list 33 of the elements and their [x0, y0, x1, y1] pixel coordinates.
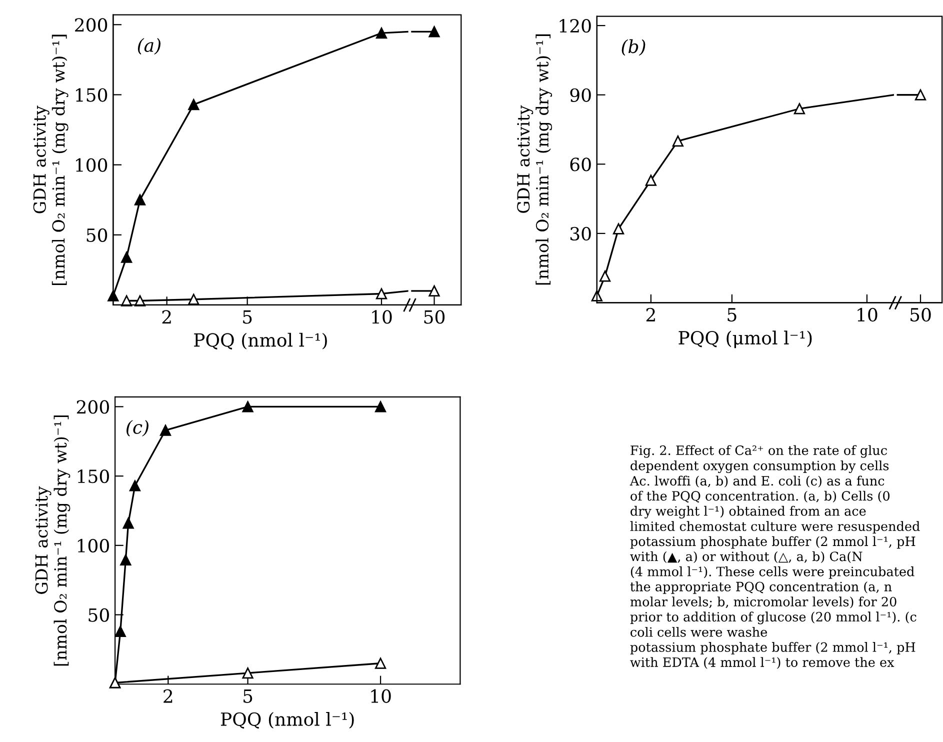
y-tick-label: 50: [86, 228, 108, 242]
x-tick-label: 50: [424, 310, 445, 324]
y-tick-label: 200: [75, 18, 108, 32]
y-tick-label: 60: [570, 158, 591, 172]
annotation: (b): [622, 39, 646, 56]
y-axis-title: GDH activity [nmol O₂ min⁻¹ (mg dry wt)⁻¹]: [33, 34, 68, 285]
x-tick-label: 10: [371, 689, 391, 703]
y-tick-label: 150: [78, 470, 109, 484]
y-tick-label: 100: [76, 158, 108, 172]
y-axis-title: GDH activity [nmol O₂ min⁻¹ (mg dry wt)⁻¹]: [517, 34, 552, 285]
y-axis-title: GDH activity [nmol O₂ min⁻¹ (mg dry wt)⁻¹]: [35, 415, 70, 666]
y-tick-label: 50: [88, 608, 109, 622]
x-tick-label: 5: [728, 308, 736, 322]
y-tick-label: 150: [76, 88, 108, 102]
y-tick-label: 90: [570, 88, 591, 102]
x-tick-label: 2: [164, 689, 172, 703]
y-tick-label: 200: [76, 400, 109, 414]
annotation: (c): [126, 420, 148, 436]
x-tick-label: 2: [646, 308, 655, 322]
y-tick-label: 30: [570, 226, 591, 241]
annotation: (a): [138, 38, 160, 55]
x-tick-label: 2: [162, 310, 171, 324]
text: Fig. 2. Effect of Ca²⁺ on the rate of gluc dependent oxygen consumption by cells Ac. lwoffi (a, b) and E. coli (c) as a func of the PQQ concentration. (a, b) Cells (0 dry weight l⁻¹) obtained from an ace limited chemostat culture were resuspended potassium phosphate buffer (2 mmol l⁻¹, pH with (▲, a) or without (△, a, b) Ca(N (4 mmol l⁻¹). These cells were preincubated the appropriate PQQ concentration (a, n molar levels; b, micromolar levels) for 20 prior to addition of glucose (20 mmol l⁻¹). (c coli cells were washe potassium phosphate buffer (2 mmol l⁻¹, pH with EDTA (4 mmol l⁻¹) to remove the ex: [630, 445, 920, 669]
x-tick-label: 5: [244, 690, 252, 703]
x-axis-title: PQQ (nmol l⁻¹): [194, 332, 327, 350]
x-axis-title: PQQ (μmol l⁻¹): [678, 330, 812, 348]
y-tick-label: 120: [560, 19, 591, 33]
x-tick-label: 50: [910, 308, 931, 322]
x-tick-label: 5: [243, 310, 252, 324]
x-tick-label: 10: [858, 308, 878, 322]
x-axis-title: PQQ (nmol l⁻¹): [220, 712, 354, 729]
x-tick-label: 10: [372, 310, 392, 324]
y-tick-label: 100: [78, 538, 109, 553]
